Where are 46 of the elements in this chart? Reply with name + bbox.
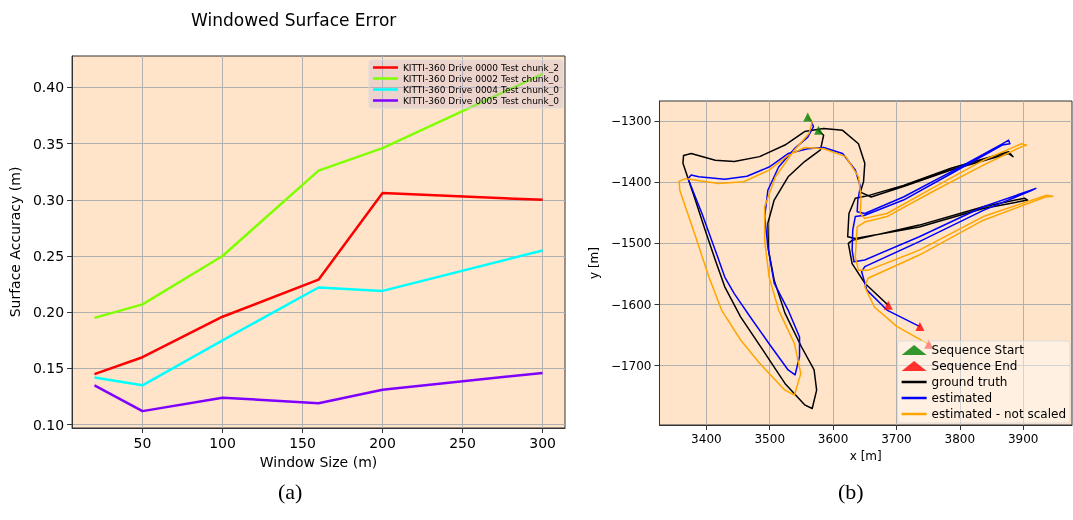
point xyxy=(924,339,934,349)
y-tick-label: −1300 xyxy=(610,114,652,129)
text: (a) xyxy=(278,478,303,504)
y-tick-label: 0.35 xyxy=(32,135,65,152)
x-tick-label: 300 xyxy=(529,435,556,451)
chart-title: Windowed Surface Error xyxy=(191,9,397,30)
legend-label: ground truth xyxy=(931,375,1008,389)
legend-label: Sequence Start xyxy=(931,343,1025,357)
y-axis-title: Surface Accuracy (m) xyxy=(7,166,23,318)
y-tick-label: 0.40 xyxy=(32,79,65,96)
legend-label: Sequence End xyxy=(931,359,1018,373)
y-tick-label: 0.25 xyxy=(32,248,65,265)
point xyxy=(883,300,893,310)
legend-label: estimated - not scaled xyxy=(931,407,1067,421)
x-tick-label: 3500 xyxy=(754,432,786,446)
x-tick-label: 3900 xyxy=(1007,432,1039,446)
legend-label: KITTI-360 Drive 0004 Test chunk_0 xyxy=(402,84,560,95)
y-tick-label: 0.30 xyxy=(32,191,65,208)
line-series xyxy=(93,249,544,387)
y-tick-label: −1500 xyxy=(610,236,652,251)
x-tick-label: 3800 xyxy=(944,432,976,446)
y-tick-label: 0.20 xyxy=(32,304,65,321)
x-tick-label: 50 xyxy=(133,435,152,451)
x-tick-label: 3600 xyxy=(817,432,849,446)
x-tick-label: 200 xyxy=(369,435,396,451)
y-axis-title: y [m] xyxy=(587,247,601,279)
y-tick-label: −1700 xyxy=(610,358,652,373)
x-tick-label: 150 xyxy=(289,435,316,451)
x-tick-label: 3400 xyxy=(691,432,722,446)
x-tick-label: 250 xyxy=(449,435,476,451)
line-series xyxy=(682,127,1029,410)
x-axis-title: Window Size (m) xyxy=(259,453,378,470)
y-tick-label: 0.10 xyxy=(32,416,65,433)
x-tick-label: 3700 xyxy=(881,432,912,446)
point xyxy=(915,322,925,332)
y-tick-label: −1400 xyxy=(610,175,652,190)
y-tick-label: −1600 xyxy=(610,297,652,312)
x-tick-label: 100 xyxy=(209,435,236,451)
x-axis-title: x [m] xyxy=(849,448,882,463)
line-series xyxy=(93,371,544,413)
y-tick-label: 0.15 xyxy=(32,360,65,377)
line-series xyxy=(93,191,544,376)
point xyxy=(814,125,824,135)
text: (b) xyxy=(838,478,864,504)
legend-label: KITTI-360 Drive 0000 Test chunk_2 xyxy=(402,62,560,73)
legend-label: estimated xyxy=(931,391,993,405)
